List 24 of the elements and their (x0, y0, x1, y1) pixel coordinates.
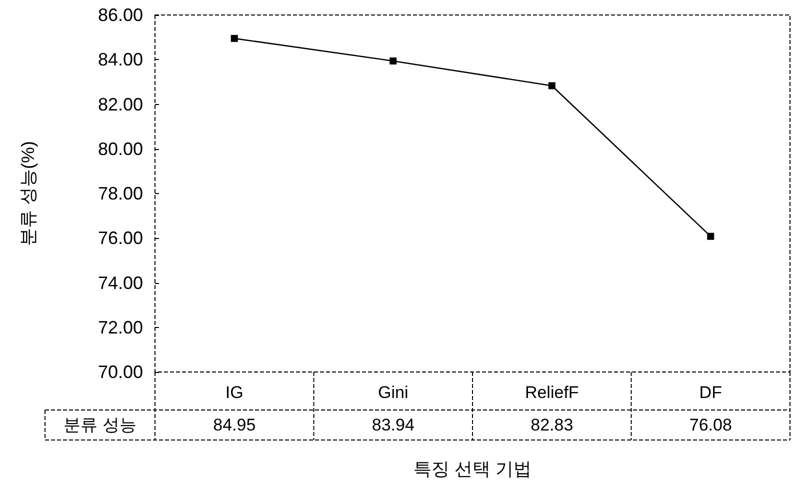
point (707, 232, 714, 240)
point (230, 34, 238, 42)
data-label: 82.83 (530, 416, 574, 434)
x-tick-label: Gini (378, 383, 408, 402)
x-axis-title: 특징 선택 기법 (413, 459, 532, 479)
y-tick-label: 74.00 (98, 272, 143, 293)
data-label: 84.95 (213, 416, 256, 434)
y-axis-title: 분류 성능(%) (18, 141, 38, 246)
x-tick-label: DF (699, 383, 722, 402)
y-tick-label: 70.00 (98, 362, 143, 382)
y-tick-label: 72.00 (98, 317, 143, 338)
y-tick-label: 76.00 (98, 228, 143, 248)
x-tick-label: IG (225, 383, 244, 402)
point (390, 57, 397, 64)
y-tick-label: 80.00 (98, 138, 143, 159)
y-tick-label: 82.00 (98, 94, 143, 114)
point (548, 82, 556, 90)
y-tick-label: 86.00 (98, 5, 143, 25)
data-label: 83.94 (372, 416, 414, 434)
y-tick-label: 84.00 (98, 50, 143, 70)
legend-label: 분류 성능 (64, 416, 136, 434)
x-tick-label: ReliefF (524, 383, 579, 402)
data-label: 76.08 (689, 416, 732, 434)
y-tick-label: 78.00 (98, 184, 143, 204)
